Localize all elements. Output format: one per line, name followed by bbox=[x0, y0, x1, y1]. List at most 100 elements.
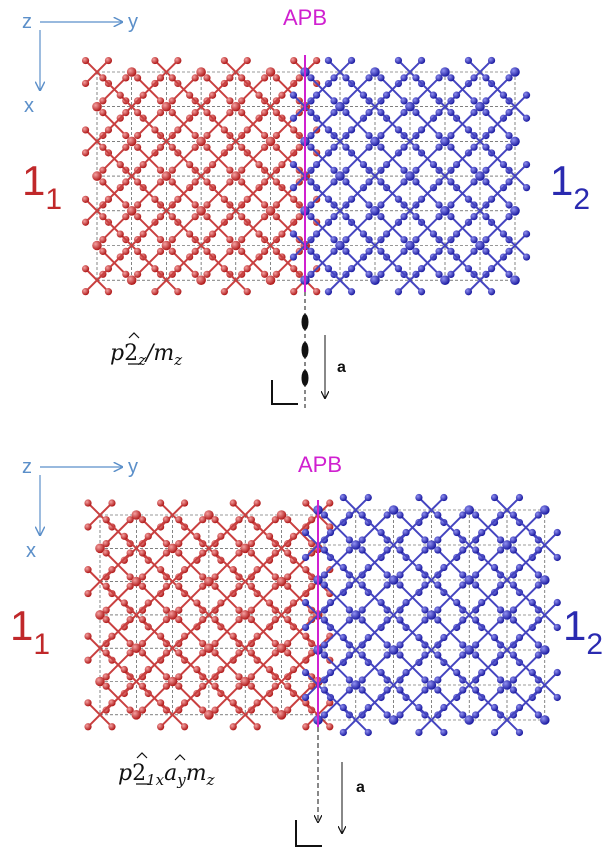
atom bbox=[140, 92, 147, 99]
atom bbox=[238, 109, 245, 116]
atom bbox=[342, 248, 349, 255]
atom bbox=[157, 723, 164, 730]
atom bbox=[395, 196, 402, 203]
atom bbox=[199, 649, 206, 656]
atom bbox=[497, 686, 504, 693]
atom bbox=[169, 248, 176, 255]
atom bbox=[472, 546, 479, 553]
atom bbox=[272, 549, 279, 556]
atom bbox=[348, 196, 355, 203]
atom bbox=[302, 723, 309, 730]
atom bbox=[307, 74, 314, 81]
atom bbox=[127, 516, 134, 523]
atom bbox=[516, 729, 523, 736]
atom bbox=[261, 74, 268, 81]
atom bbox=[478, 669, 485, 676]
atom bbox=[139, 549, 146, 556]
atom bbox=[84, 723, 91, 730]
atom bbox=[505, 74, 512, 81]
atom bbox=[365, 109, 372, 116]
atom bbox=[365, 634, 372, 641]
atom bbox=[151, 57, 158, 64]
atom bbox=[529, 529, 536, 536]
symmetry-label: p21xaymz bbox=[118, 761, 215, 789]
atom bbox=[221, 288, 228, 295]
atom bbox=[134, 74, 141, 81]
atom bbox=[254, 499, 261, 506]
atom bbox=[554, 599, 561, 606]
atom bbox=[505, 213, 512, 220]
atom bbox=[384, 686, 391, 693]
atom bbox=[400, 213, 407, 220]
atom bbox=[396, 581, 403, 588]
atom bbox=[284, 683, 291, 690]
atom bbox=[217, 533, 224, 540]
atom bbox=[497, 651, 504, 658]
atom bbox=[99, 213, 106, 220]
atom bbox=[108, 699, 115, 706]
atom bbox=[510, 686, 517, 693]
bond bbox=[106, 653, 130, 677]
atom bbox=[523, 92, 530, 99]
atom bbox=[325, 196, 332, 203]
atom bbox=[554, 529, 561, 536]
bond bbox=[106, 553, 130, 577]
atom bbox=[284, 649, 291, 656]
atom bbox=[121, 599, 128, 606]
atom bbox=[175, 549, 182, 556]
bond bbox=[215, 686, 239, 710]
atom bbox=[290, 196, 297, 203]
atom bbox=[261, 109, 268, 116]
atom bbox=[139, 583, 146, 590]
bond bbox=[215, 520, 239, 544]
axis-label: z bbox=[22, 11, 32, 33]
atom bbox=[192, 248, 199, 255]
atom bbox=[346, 651, 353, 658]
atom bbox=[482, 248, 489, 255]
atom bbox=[103, 549, 110, 556]
bond bbox=[179, 653, 203, 677]
atom bbox=[447, 144, 454, 151]
bond bbox=[251, 586, 275, 610]
atom bbox=[412, 109, 419, 116]
atom bbox=[290, 57, 297, 64]
atom bbox=[418, 196, 425, 203]
sym-part: 2 bbox=[124, 341, 138, 366]
atom bbox=[470, 178, 477, 185]
atom bbox=[134, 144, 141, 151]
atom bbox=[199, 616, 206, 623]
atom bbox=[174, 265, 181, 272]
atom bbox=[346, 616, 353, 623]
atom bbox=[359, 686, 366, 693]
atom bbox=[377, 213, 384, 220]
domain-main: 1 bbox=[22, 157, 45, 204]
atom bbox=[395, 288, 402, 295]
atom bbox=[84, 566, 91, 573]
atom bbox=[226, 74, 233, 81]
atom bbox=[175, 516, 182, 523]
atom bbox=[348, 265, 355, 272]
mirror-symbol bbox=[272, 380, 298, 404]
bond bbox=[215, 586, 239, 610]
atom bbox=[290, 115, 297, 122]
atom bbox=[540, 715, 550, 725]
atom bbox=[290, 288, 297, 295]
bond bbox=[179, 553, 203, 577]
atom bbox=[340, 634, 347, 641]
atom bbox=[199, 583, 206, 590]
atom bbox=[488, 196, 495, 203]
atom bbox=[254, 699, 261, 706]
atom bbox=[396, 546, 403, 553]
atom bbox=[472, 581, 479, 588]
atom bbox=[235, 683, 242, 690]
atom bbox=[290, 230, 297, 237]
atom bbox=[377, 144, 384, 151]
atom bbox=[470, 213, 477, 220]
sym-part: /m bbox=[144, 341, 174, 366]
symmetry-label: p2z/mz bbox=[110, 341, 182, 369]
atom bbox=[523, 230, 530, 237]
atom bbox=[266, 275, 276, 285]
bond bbox=[251, 620, 275, 644]
atom bbox=[360, 92, 367, 99]
atom bbox=[192, 144, 199, 151]
